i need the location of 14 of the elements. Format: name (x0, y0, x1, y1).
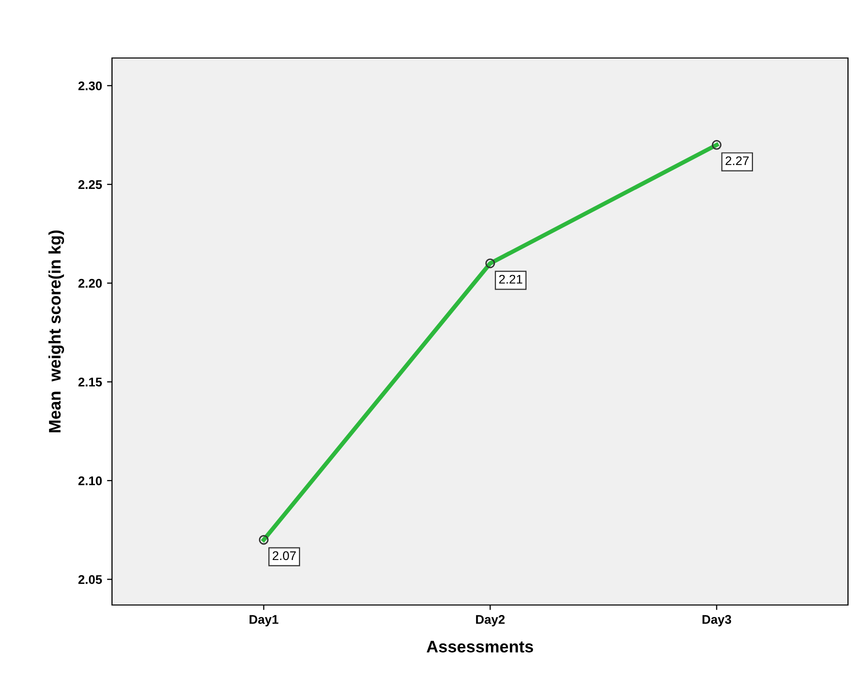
x-tick-label: Day2 (476, 615, 505, 626)
y-tick-label: 2.05 (78, 575, 102, 584)
y-tick-label: 2.10 (78, 476, 102, 486)
y-tick-label: 2.20 (78, 278, 102, 288)
x-tick-label: Day1 (250, 615, 278, 626)
x-axis-title: Assessments (426, 640, 534, 653)
data-label: 2.07 (272, 551, 296, 560)
y-tick-label: 2.25 (78, 180, 102, 190)
x-tick-label: Day3 (702, 615, 732, 626)
y-tick-label: 2.15 (78, 378, 102, 387)
y-axis-title: Mean weight score(in kg) (48, 230, 64, 432)
data-label: 2.27 (726, 156, 749, 166)
data-label: 2.21 (499, 274, 522, 284)
y-tick-label: 2.30 (78, 81, 102, 90)
